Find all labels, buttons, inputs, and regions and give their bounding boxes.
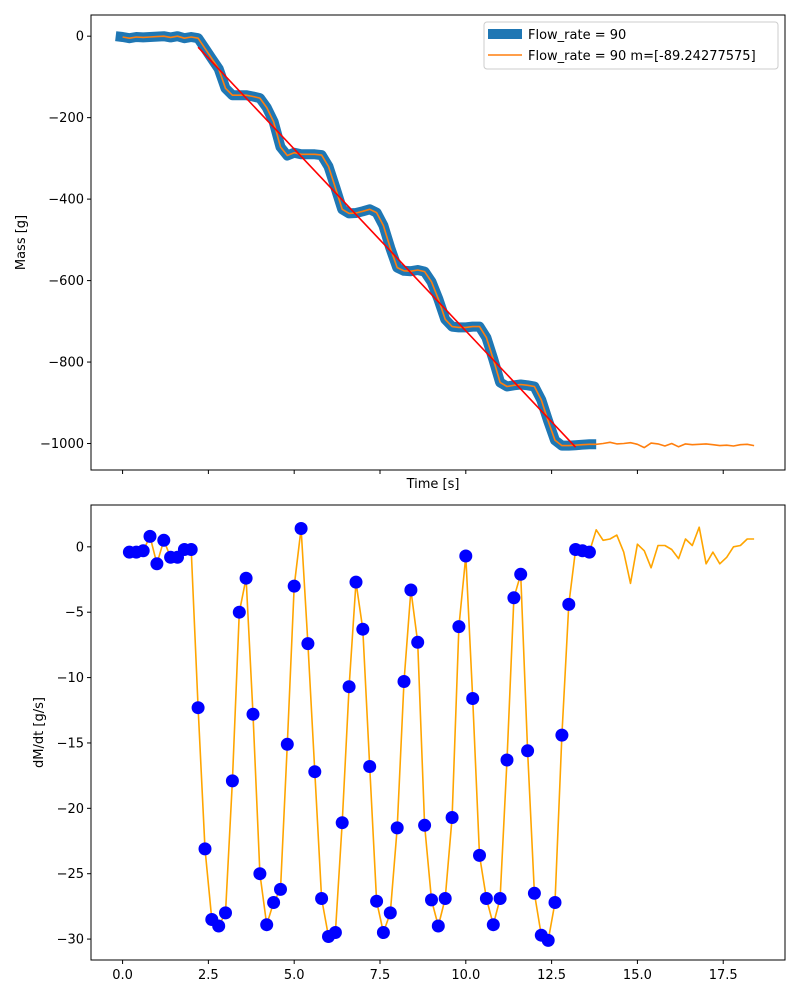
data-point — [274, 882, 287, 896]
data-point — [370, 894, 384, 908]
data-point — [507, 591, 521, 605]
x-tick-label: 2.5 — [198, 968, 219, 983]
legend: Flow_rate = 90 Flow_rate = 90 m=[-89.2427… — [483, 21, 779, 70]
plot-area — [115, 31, 755, 451]
data-point — [328, 926, 342, 939]
y-tick-label: −800 — [48, 356, 84, 371]
data-point — [404, 583, 418, 597]
x-tick-label: 5.0 — [284, 968, 305, 983]
data-point — [514, 567, 528, 581]
y-tick-label: 0 — [76, 540, 84, 555]
data-point — [452, 620, 466, 634]
data-point — [431, 919, 445, 933]
data-point — [521, 744, 535, 758]
data-point — [582, 545, 596, 559]
data-point — [500, 753, 514, 767]
data-point — [541, 933, 555, 947]
data-point — [349, 575, 363, 589]
data-point — [212, 919, 226, 933]
data-point — [157, 533, 171, 547]
data-point — [280, 737, 294, 751]
data-point — [562, 597, 576, 611]
data-point — [315, 892, 329, 905]
y-tick-label: −5 — [65, 606, 84, 621]
data-point — [418, 818, 432, 832]
data-point — [191, 701, 205, 715]
data-point — [486, 918, 500, 932]
data-point — [253, 867, 267, 881]
data-point — [397, 675, 411, 688]
data-point — [308, 765, 322, 779]
data-point — [267, 896, 281, 909]
y-tick-label: −200 — [48, 111, 84, 126]
y-axis-label: Mass [g] — [14, 215, 29, 270]
data-point — [466, 692, 480, 705]
axes-frame — [90, 504, 786, 961]
data-point — [335, 816, 349, 830]
y-tick-label: −30 — [57, 933, 84, 948]
data-point — [390, 821, 404, 835]
y-tick-label: −20 — [57, 802, 84, 817]
y-tick-label: −600 — [48, 274, 84, 289]
data-point — [232, 605, 246, 619]
data-point — [493, 892, 507, 905]
data-point — [143, 529, 157, 543]
x-axis-label: Time [s] — [406, 477, 460, 492]
y-tick-label: −1000 — [40, 437, 84, 452]
data-point — [136, 544, 150, 558]
data-point — [445, 811, 459, 824]
data-point — [150, 557, 164, 571]
x-tick-label: 15.0 — [623, 968, 652, 983]
data-point — [459, 549, 473, 563]
y-tick-label: −15 — [57, 736, 84, 751]
subplot-2: 0.0 2.5 5.0 7.5 10.0 12.5 15.0 17.5 0 −5 −10 −15 −20… — [32, 504, 786, 983]
data-point — [425, 893, 438, 907]
data-point — [411, 635, 425, 649]
data-point — [376, 926, 390, 939]
data-point — [301, 637, 315, 651]
data-point — [239, 571, 253, 585]
data-point — [383, 906, 397, 920]
data-point — [246, 707, 260, 721]
legend-label: Flow_rate = 90 m=[-89.24277575] — [528, 49, 756, 64]
fit-line — [197, 46, 577, 448]
x-tick-label: 0.0 — [112, 968, 133, 983]
data-point — [438, 892, 452, 905]
data-point — [363, 760, 377, 773]
legend-box — [483, 21, 779, 70]
data-point — [260, 918, 274, 932]
data-point — [527, 886, 541, 900]
data-point — [184, 543, 198, 556]
plot-area — [122, 522, 755, 947]
y-tick-label: 0 — [76, 30, 84, 45]
y-tick-label: −400 — [48, 193, 84, 208]
data-point — [548, 896, 562, 909]
data-point — [473, 848, 486, 862]
legend-label: Flow_rate = 90 — [528, 28, 626, 43]
data-point — [479, 892, 493, 905]
data-point — [287, 579, 301, 593]
x-tick-label: 10.0 — [451, 968, 480, 983]
data-point — [219, 906, 232, 920]
y-tick-label: −10 — [57, 671, 84, 686]
data-point — [225, 774, 239, 788]
y-axis-label: dM/dt [g/s] — [32, 697, 47, 768]
data-point — [294, 522, 308, 535]
data-point — [342, 680, 356, 694]
y-tick-label: −25 — [57, 867, 84, 882]
subplot-1: 0 −200 −400 −600 −800 −1000 Mass [g] Time [s] Fl… — [14, 14, 786, 492]
x-tick-label: 7.5 — [370, 968, 391, 983]
rate-line — [129, 526, 755, 942]
data-point — [555, 728, 569, 742]
data-point — [356, 622, 370, 636]
axes-frame — [90, 14, 786, 471]
data-point — [198, 842, 212, 856]
x-tick-label: 17.5 — [709, 968, 738, 983]
x-tick-label: 12.5 — [537, 968, 566, 983]
series-thin-line — [122, 35, 755, 449]
